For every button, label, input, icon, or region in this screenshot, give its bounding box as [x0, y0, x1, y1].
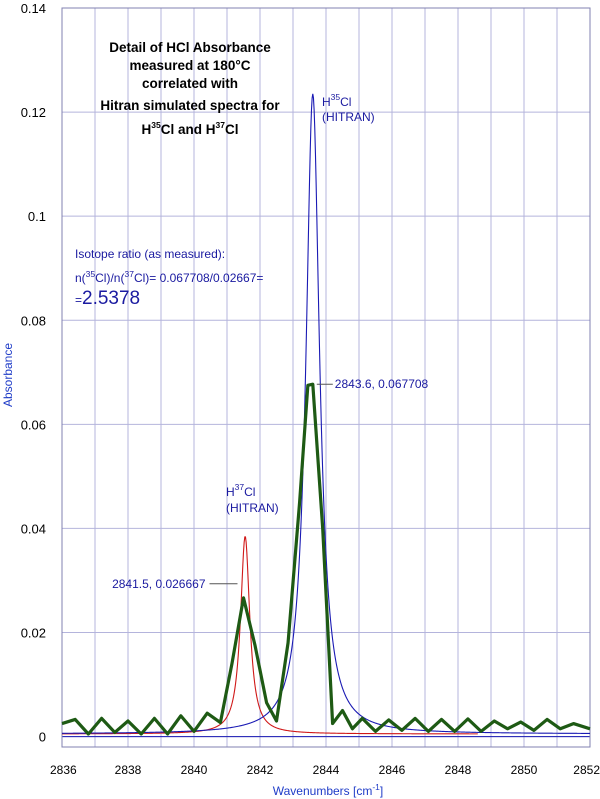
y-tick-label: 0 — [39, 730, 46, 745]
svg-text:2841.5, 0.026667: 2841.5, 0.026667 — [112, 577, 206, 591]
tick-labels: 0 0.02 0.04 0.06 0.08 0.1 0.12 0.14 2836 2838 2840… — [21, 1, 600, 777]
title-line-3: correlated with — [142, 76, 238, 91]
svg-text:H35Cl: H35Cl — [322, 92, 351, 109]
chart-series — [61, 93, 591, 736]
ratio-line-2: n(35Cl)/n(37Cl)= 0.067708/0.02667= — [75, 269, 263, 285]
ratio-value: =2.5378 — [75, 288, 140, 309]
svg-text:(HITRAN): (HITRAN) — [226, 501, 279, 515]
y-tick-label: 0.02 — [21, 626, 46, 641]
y-tick-label: 0.04 — [21, 521, 46, 536]
title-line-4: Hitran simulated spectra for — [100, 98, 280, 113]
isotope-ratio-note: Isotope ratio (as measured): n(35Cl)/n(3… — [75, 247, 263, 309]
svg-text:H37Cl: H37Cl — [226, 482, 255, 499]
h37cl-label: H37Cl (HITRAN) — [226, 482, 279, 515]
y-tick-label: 0.14 — [21, 1, 46, 16]
series-h37cl-hitran — [62, 536, 478, 735]
x-tick-label: 2852 — [573, 763, 600, 777]
x-tick-label: 2850 — [511, 763, 538, 777]
series-h35cl-hitran — [61, 93, 590, 734]
x-tick-label: 2840 — [181, 763, 208, 777]
title-line-1: Detail of HCl Absorbance — [109, 40, 271, 55]
x-tick-label: 2842 — [247, 763, 274, 777]
y-tick-label: 0.06 — [21, 417, 46, 432]
x-tick-label: 2846 — [379, 763, 406, 777]
plot-frame — [61, 7, 591, 748]
h35cl-label: H35Cl (HITRAN) — [322, 92, 375, 124]
svg-text:2843.6, 0.067708: 2843.6, 0.067708 — [335, 377, 429, 391]
peak1-callout: 2843.6, 0.067708 — [316, 377, 429, 391]
y-tick-label: 0.08 — [21, 313, 46, 328]
x-tick-label: 2844 — [313, 763, 340, 777]
x-axis-title: Wavenumbers [cm-1] — [273, 782, 384, 798]
series-measured — [61, 382, 591, 736]
ratio-line-1: Isotope ratio (as measured): — [75, 247, 225, 261]
title-line-2: measured at 180°C — [130, 58, 251, 73]
x-tick-label: 2848 — [445, 763, 472, 777]
title-line-5: H35Cl and H37Cl — [142, 120, 239, 137]
y-tick-label: 0.12 — [21, 105, 46, 120]
x-tick-label: 2838 — [115, 763, 142, 777]
peak2-callout: 2841.5, 0.026667 — [112, 577, 238, 591]
chart-axes — [61, 7, 591, 748]
y-tick-label: 0.1 — [28, 209, 46, 224]
y-axis-title: Absorbance — [1, 343, 15, 407]
svg-text:(HITRAN): (HITRAN) — [322, 110, 375, 124]
chart-title: Detail of HCl Absorbance measured at 180… — [100, 40, 280, 137]
x-tick-label: 2836 — [50, 763, 77, 777]
